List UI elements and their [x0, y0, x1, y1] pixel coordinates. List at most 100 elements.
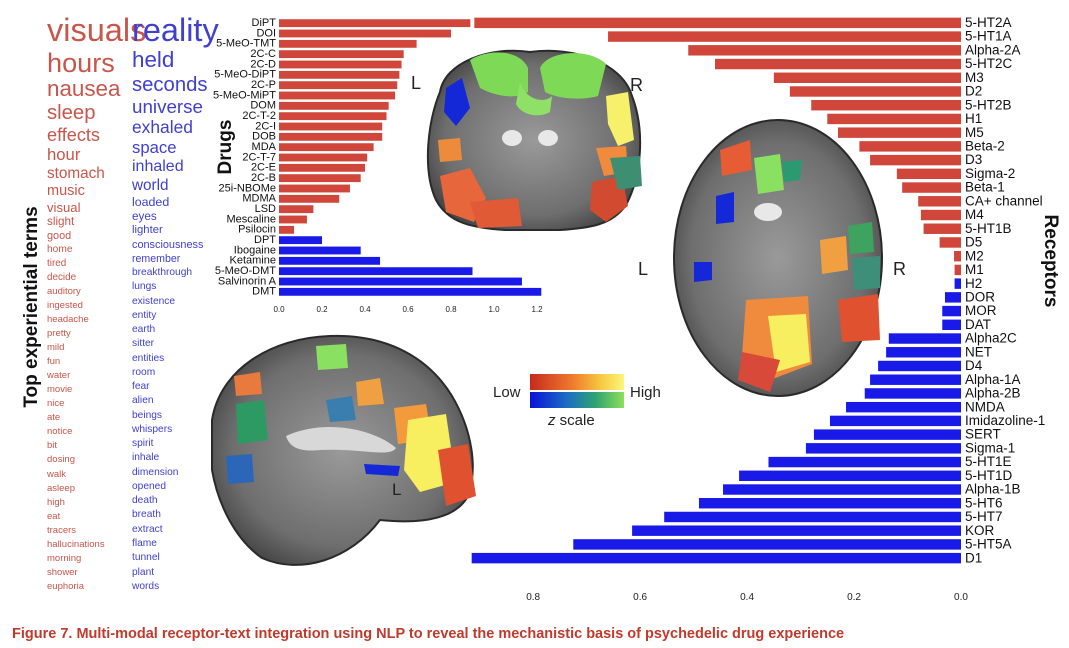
receptor-bar-21 [942, 305, 961, 317]
term-red-33: morning [47, 552, 82, 564]
drug-label-2: 5-MeO-TMT [216, 38, 276, 50]
drug-bar-14 [279, 163, 365, 172]
drug-label-10: 2C-I [255, 120, 276, 132]
brain-label-sagittal-left: L [392, 480, 402, 499]
receptor-label-21: MOR [965, 303, 997, 318]
drug-label-18: LSD [255, 203, 276, 215]
receptor-label-9: Beta-2 [965, 139, 1005, 154]
term-blue-12: remember [132, 252, 181, 265]
receptor-label-2: Alpha-2A [965, 42, 1021, 57]
drug-bar-0 [279, 19, 471, 28]
drug-label-24: 5-MeO-DMT [215, 265, 276, 277]
term-blue-6: inhaled [132, 158, 184, 175]
drug-label-11: DOB [252, 131, 276, 143]
receptor-label-29: Imidazoline-1 [965, 413, 1045, 428]
receptor-bar-20 [944, 292, 961, 303]
term-blue-24: whispers [132, 423, 173, 435]
receptor-label-23: Alpha2C [965, 331, 1017, 346]
drug-bar-13 [279, 153, 368, 162]
receptor-bar-25 [878, 360, 961, 372]
receptor-xtick-0: 0.8 [526, 592, 540, 603]
term-red-1: hours [47, 46, 115, 78]
drug-bar-7 [279, 91, 396, 100]
term-red-2: nausea [47, 76, 121, 102]
receptor-bar-24 [886, 347, 961, 358]
drug-label-3: 2C-C [250, 48, 276, 60]
receptor-bar-11 [896, 168, 961, 180]
drug-label-0: DiPT [252, 17, 277, 29]
term-blue-2: seconds [132, 73, 208, 96]
drug-xtick-4: 0.8 [445, 305, 457, 314]
receptor-label-20: DOR [965, 289, 995, 304]
receptor-bar-23 [888, 333, 961, 344]
brain-label-axial-right: R [893, 259, 906, 279]
term-red-11: home [47, 243, 73, 255]
brain-label-coronal-left: L [411, 73, 422, 93]
receptors-axis-label: Receptors [1040, 214, 1061, 308]
receptor-label-8: M5 [965, 125, 984, 140]
receptor-bar-4 [773, 72, 961, 83]
drug-label-21: DPT [254, 234, 276, 246]
term-red-20: water [47, 370, 71, 382]
drug-label-20: Psilocin [238, 224, 276, 236]
term-blue-16: entity [132, 309, 157, 321]
receptor-label-26: Alpha-1A [965, 372, 1021, 387]
term-blue-15: existence [132, 295, 176, 307]
term-red-21: movie [47, 384, 73, 396]
drug-bar-12 [279, 143, 374, 152]
drugs-bar-chart: DiPTDOI5-MeO-TMT2C-C2C-D5-MeO-DiPT2C-P5-… [213, 17, 543, 314]
receptor-label-17: M2 [965, 248, 984, 263]
receptor-label-36: 5-HT7 [965, 509, 1003, 524]
term-blue-20: room [132, 366, 156, 378]
term-blue-11: consciousness [132, 238, 204, 251]
receptor-label-35: 5-HT6 [965, 495, 1003, 510]
receptor-bar-14 [920, 209, 961, 221]
drug-label-6: 2C-P [251, 79, 276, 91]
drug-bar-3 [279, 50, 404, 59]
receptor-bar-37 [632, 525, 961, 536]
receptor-bar-17 [954, 250, 961, 262]
receptor-bar-5 [789, 86, 961, 97]
receptor-label-19: H2 [965, 276, 982, 291]
term-red-8: visual [47, 199, 81, 215]
term-red-30: eat [47, 510, 61, 522]
term-blue-31: extract [132, 523, 163, 535]
receptor-bar-22 [942, 319, 961, 331]
term-red-5: hour [47, 144, 81, 164]
receptor-bar-7 [827, 113, 961, 125]
drug-bar-22 [279, 246, 361, 255]
drug-bar-15 [279, 174, 361, 183]
drug-label-7: 5-MeO-MiPT [213, 89, 276, 101]
term-red-35: euphoria [47, 580, 84, 592]
term-red-7: music [47, 182, 85, 199]
receptor-bar-8 [838, 127, 961, 138]
drug-bar-10 [279, 122, 383, 131]
term-blue-26: inhale [132, 452, 160, 464]
receptor-label-37: KOR [965, 523, 995, 538]
receptor-bar-0 [474, 17, 961, 29]
drug-bar-24 [279, 267, 473, 276]
drug-label-26: DMT [252, 286, 276, 298]
term-blue-30: breath [132, 509, 161, 521]
drug-label-19: Mescaline [226, 213, 276, 225]
receptor-bar-29 [829, 415, 961, 427]
drug-label-5: 5-MeO-DiPT [214, 69, 276, 81]
receptor-label-39: D1 [965, 550, 982, 565]
receptor-label-4: M3 [965, 70, 984, 85]
receptor-label-3: 5-HT2C [965, 56, 1013, 71]
term-blue-27: dimension [132, 466, 179, 478]
receptor-xtick-1: 0.6 [633, 592, 647, 603]
drug-bar-21 [279, 236, 322, 245]
drug-label-15: 2C-B [251, 172, 276, 184]
drug-bar-5 [279, 70, 400, 79]
term-blue-22: alien [132, 395, 154, 407]
term-red-14: auditory [47, 285, 81, 297]
receptor-label-1: 5-HT1A [965, 29, 1012, 44]
drug-bar-19 [279, 215, 307, 224]
receptor-bar-26 [870, 374, 961, 385]
receptor-bar-36 [664, 511, 961, 523]
term-red-25: bit [47, 440, 58, 452]
receptor-bar-18 [954, 264, 961, 276]
term-blue-4: exhaled [132, 117, 193, 138]
